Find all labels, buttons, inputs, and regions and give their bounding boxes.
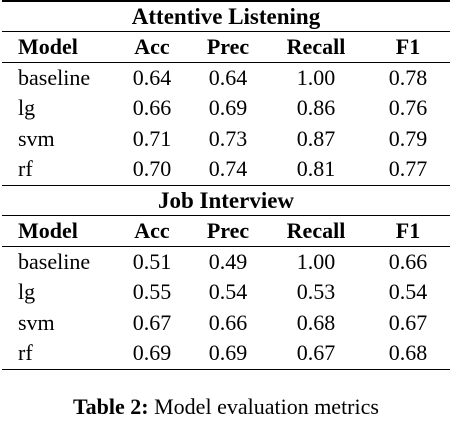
header-cell: Acc [134, 33, 170, 59]
header-cell: F1 [395, 217, 421, 243]
f1-cell: 0.68 [388, 340, 428, 366]
header-rule [2, 61, 450, 63]
prec-cell: 0.54 [208, 279, 248, 305]
f1-cell: 0.76 [388, 95, 428, 121]
acc-cell: 0.69 [132, 340, 172, 366]
prec-cell: 0.66 [208, 309, 248, 335]
f1-cell: 0.78 [388, 64, 428, 90]
header-cell: Prec [206, 217, 250, 243]
header-rule [2, 245, 450, 247]
f1-cell: 0.67 [388, 309, 428, 335]
acc-cell: 0.71 [132, 125, 172, 151]
results-table: Attentive Listening Model Acc Prec Recal… [2, 0, 450, 370]
table-row: rf 0.69 0.69 0.67 0.68 [2, 338, 450, 369]
header-cell: Prec [206, 33, 250, 59]
section-rule [2, 30, 450, 32]
f1-cell: 0.77 [388, 156, 428, 182]
model-cell: baseline [18, 248, 91, 274]
table-header-row: Model Acc Prec Recall F1 [2, 32, 450, 62]
table-row: svm 0.67 0.66 0.68 0.67 [2, 308, 450, 339]
recall-cell: 0.87 [296, 125, 336, 151]
header-cell: Model [18, 33, 78, 59]
acc-cell: 0.70 [132, 156, 172, 182]
f1-cell: 0.54 [388, 279, 428, 305]
table-row: rf 0.70 0.74 0.81 0.77 [2, 154, 450, 185]
table-row: lg 0.66 0.69 0.86 0.76 [2, 93, 450, 124]
table-row: baseline 0.51 0.49 1.00 0.66 [2, 247, 450, 278]
prec-cell: 0.64 [208, 64, 248, 90]
model-cell: svm [18, 125, 55, 151]
section-title: Job Interview [157, 187, 295, 213]
model-cell: baseline [18, 64, 91, 90]
table-row: lg 0.55 0.54 0.53 0.54 [2, 277, 450, 308]
prec-cell: 0.74 [208, 156, 248, 182]
caption-text: Model evaluation metrics [154, 394, 379, 419]
recall-cell: 1.00 [296, 64, 336, 90]
recall-cell: 0.81 [296, 156, 336, 182]
acc-cell: 0.64 [132, 64, 172, 90]
header-cell: Acc [134, 217, 170, 243]
section-rule [2, 214, 450, 216]
acc-cell: 0.55 [132, 279, 172, 305]
header-cell: Recall [286, 33, 346, 59]
recall-cell: 1.00 [296, 248, 336, 274]
top-rule [2, 0, 450, 2]
table-header-row: Model Acc Prec Recall F1 [2, 216, 450, 246]
header-cell: Recall [286, 217, 346, 243]
f1-cell: 0.66 [388, 248, 428, 274]
prec-cell: 0.69 [208, 340, 248, 366]
prec-cell: 0.73 [208, 125, 248, 151]
table-caption: Table 2: Model evaluation metrics [0, 392, 452, 422]
recall-cell: 0.53 [296, 279, 336, 305]
recall-cell: 0.86 [296, 95, 336, 121]
header-cell: Model [18, 217, 78, 243]
table-row: svm 0.71 0.73 0.87 0.79 [2, 124, 450, 155]
model-cell: rf [18, 156, 33, 182]
recall-cell: 0.67 [296, 340, 336, 366]
model-cell: lg [18, 95, 36, 121]
recall-cell: 0.68 [296, 309, 336, 335]
bottom-rule [2, 368, 450, 370]
model-cell: lg [18, 279, 36, 305]
caption-label: Table 2: [73, 394, 149, 419]
model-cell: rf [18, 340, 33, 366]
acc-cell: 0.51 [132, 248, 172, 274]
f1-cell: 0.79 [388, 125, 428, 151]
section-title: Attentive Listening [131, 3, 321, 29]
acc-cell: 0.66 [132, 95, 172, 121]
prec-cell: 0.69 [208, 95, 248, 121]
table-row: baseline 0.64 0.64 1.00 0.78 [2, 63, 450, 94]
section-rule [2, 184, 450, 186]
header-cell: F1 [395, 33, 421, 59]
model-cell: svm [18, 309, 55, 335]
acc-cell: 0.67 [132, 309, 172, 335]
prec-cell: 0.49 [208, 248, 248, 274]
